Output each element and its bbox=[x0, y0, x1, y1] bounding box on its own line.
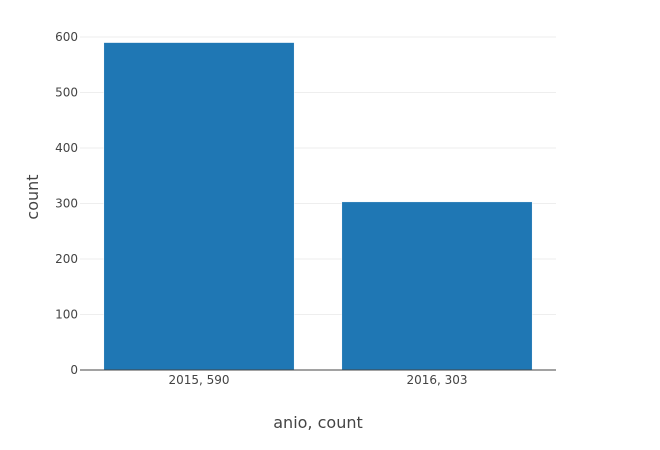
y-tick-label: 600 bbox=[55, 30, 78, 44]
y-tick-label: 500 bbox=[55, 86, 78, 100]
y-axis-ticks: 0 100 200 300 400 500 600 bbox=[55, 30, 78, 377]
y-tick-label: 400 bbox=[55, 141, 78, 155]
y-tick-label: 200 bbox=[55, 252, 78, 266]
x-tick-label: 2015, 590 bbox=[168, 373, 229, 387]
x-axis-title: anio, count bbox=[273, 413, 363, 432]
y-tick-label: 0 bbox=[70, 363, 78, 377]
bars bbox=[103, 42, 533, 371]
y-tick-label: 100 bbox=[55, 308, 78, 322]
x-tick-label: 2016, 303 bbox=[406, 373, 467, 387]
bar bbox=[341, 201, 533, 371]
y-tick-label: 300 bbox=[55, 197, 78, 211]
x-axis-ticks: 2015, 590 2016, 303 bbox=[168, 373, 467, 387]
bar bbox=[103, 42, 295, 371]
y-axis-title: count bbox=[23, 174, 42, 219]
